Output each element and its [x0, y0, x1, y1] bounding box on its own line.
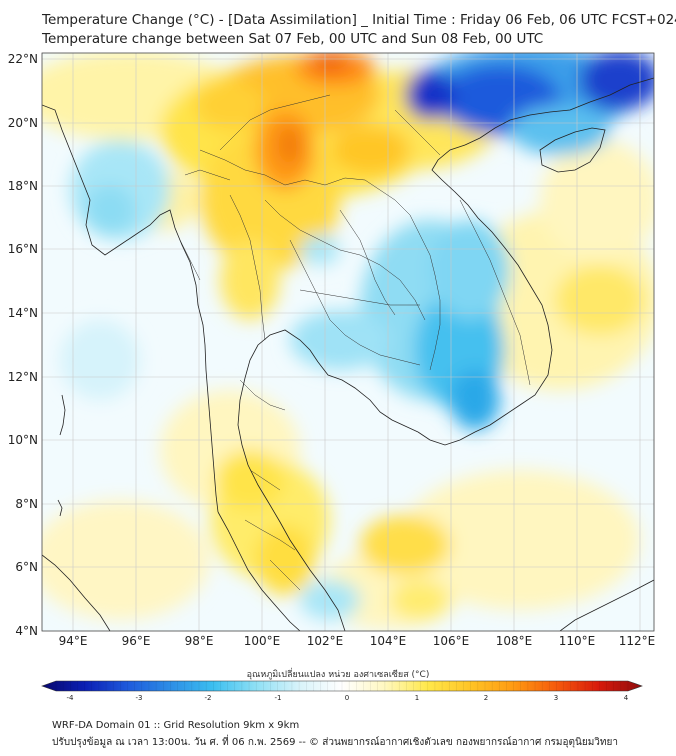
footer-model-info: WRF-DA Domain 01 :: Grid Resolution 9km …: [52, 720, 300, 731]
latitude-labels: 22°N 20°N 18°N 16°N 14°N 12°N 10°N 8°N 6…: [8, 52, 38, 638]
lon-label: 100°E: [244, 634, 281, 648]
lat-label: 18°N: [8, 179, 38, 193]
lon-label: 106°E: [433, 634, 470, 648]
lon-label: 112°E: [619, 634, 656, 648]
colorbar-bar: [41, 680, 643, 692]
lon-label: 110°E: [559, 634, 596, 648]
lat-label: 22°N: [8, 52, 38, 66]
map-title: Temperature Change (°C) - [Data Assimila…: [42, 12, 676, 28]
lat-label: 12°N: [8, 370, 38, 384]
colorbar-tick-label: -4: [67, 694, 75, 702]
lon-label: 102°E: [307, 634, 344, 648]
longitude-labels: 94°E 96°E 98°E 100°E 102°E 104°E 106°E 1…: [59, 634, 656, 648]
lon-label: 108°E: [496, 634, 533, 648]
colorbar-ticks: [55, 681, 629, 691]
lat-label: 6°N: [15, 560, 38, 574]
colorbar-tick-label: -3: [136, 694, 143, 702]
colorbar-tick-label: 4: [624, 694, 629, 702]
colorbar: -4 -3 -2 -1 0 1 2 3 4: [41, 680, 643, 702]
lat-label: 16°N: [8, 242, 38, 256]
colorbar-tick-label: 1: [415, 694, 419, 702]
temperature-field: [42, 53, 654, 631]
lat-label: 14°N: [8, 306, 38, 320]
colorbar-title: อุณหภูมิเปลี่ยนแปลง หน่วย องศาเซลเซียส (…: [246, 670, 430, 680]
map-frame: [41, 52, 655, 632]
lon-label: 98°E: [185, 634, 214, 648]
lat-label: 10°N: [8, 433, 38, 447]
lat-label: 20°N: [8, 116, 38, 130]
lon-label: 104°E: [370, 634, 407, 648]
coastlines: [42, 77, 654, 631]
lon-label: 94°E: [59, 634, 88, 648]
colorbar-tick-label: 0: [345, 694, 349, 702]
colorbar-tick-label: -2: [205, 694, 212, 702]
lat-label: 4°N: [15, 624, 38, 638]
lon-label: 96°E: [122, 634, 151, 648]
lat-label: 8°N: [15, 497, 38, 511]
province-borders: [179, 94, 531, 591]
colorbar-tick-label: 2: [484, 694, 488, 702]
colorbar-tick-label: 3: [554, 694, 558, 702]
footer-credit: ปรับปรุงข้อมูล ณ เวลา 13:00น. วัน ศ. ที่…: [52, 737, 618, 748]
map-subtitle: Temperature change between Sat 07 Feb, 0…: [42, 31, 544, 47]
colorbar-tick-label: -1: [275, 694, 282, 702]
